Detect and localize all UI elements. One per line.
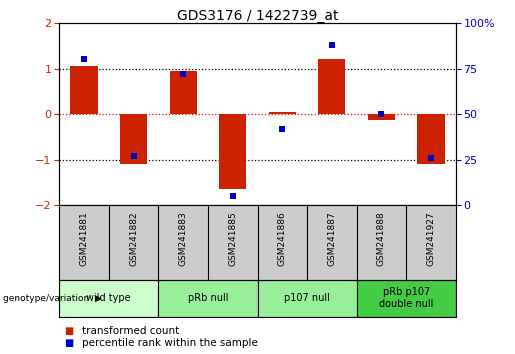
Text: pRb p107
double null: pRb p107 double null [379,287,434,309]
Bar [158,280,258,317]
Text: GSM241886: GSM241886 [278,211,287,266]
Bar [417,114,444,164]
Point [179,71,187,77]
Text: GSM241888: GSM241888 [377,211,386,266]
Bar [169,71,197,114]
Text: transformed count: transformed count [82,326,180,336]
Point [328,42,336,48]
Text: ■: ■ [64,338,74,348]
Point [377,111,386,117]
Bar [356,280,456,317]
Point [229,193,237,199]
Text: GSM241881: GSM241881 [79,211,89,266]
Text: ■: ■ [64,326,74,336]
Text: p107 null: p107 null [284,293,330,303]
Bar [368,114,395,120]
Text: GSM241882: GSM241882 [129,211,138,266]
Point [80,57,88,62]
Text: GSM241927: GSM241927 [426,211,436,266]
Text: GSM241883: GSM241883 [179,211,187,266]
Text: GSM241885: GSM241885 [228,211,237,266]
Bar [59,280,158,317]
Text: wild type: wild type [87,293,131,303]
Bar [258,280,356,317]
Bar [318,59,346,114]
Text: percentile rank within the sample: percentile rank within the sample [82,338,259,348]
Bar [120,114,147,164]
Text: genotype/variation  ▶: genotype/variation ▶ [3,294,101,303]
Bar [269,112,296,114]
Point [129,153,138,159]
Text: pRb null: pRb null [187,293,228,303]
Bar [71,66,98,114]
Point [427,155,435,161]
Bar [219,114,246,189]
Point [278,126,286,132]
Text: GDS3176 / 1422739_at: GDS3176 / 1422739_at [177,9,338,23]
Text: GSM241887: GSM241887 [328,211,336,266]
